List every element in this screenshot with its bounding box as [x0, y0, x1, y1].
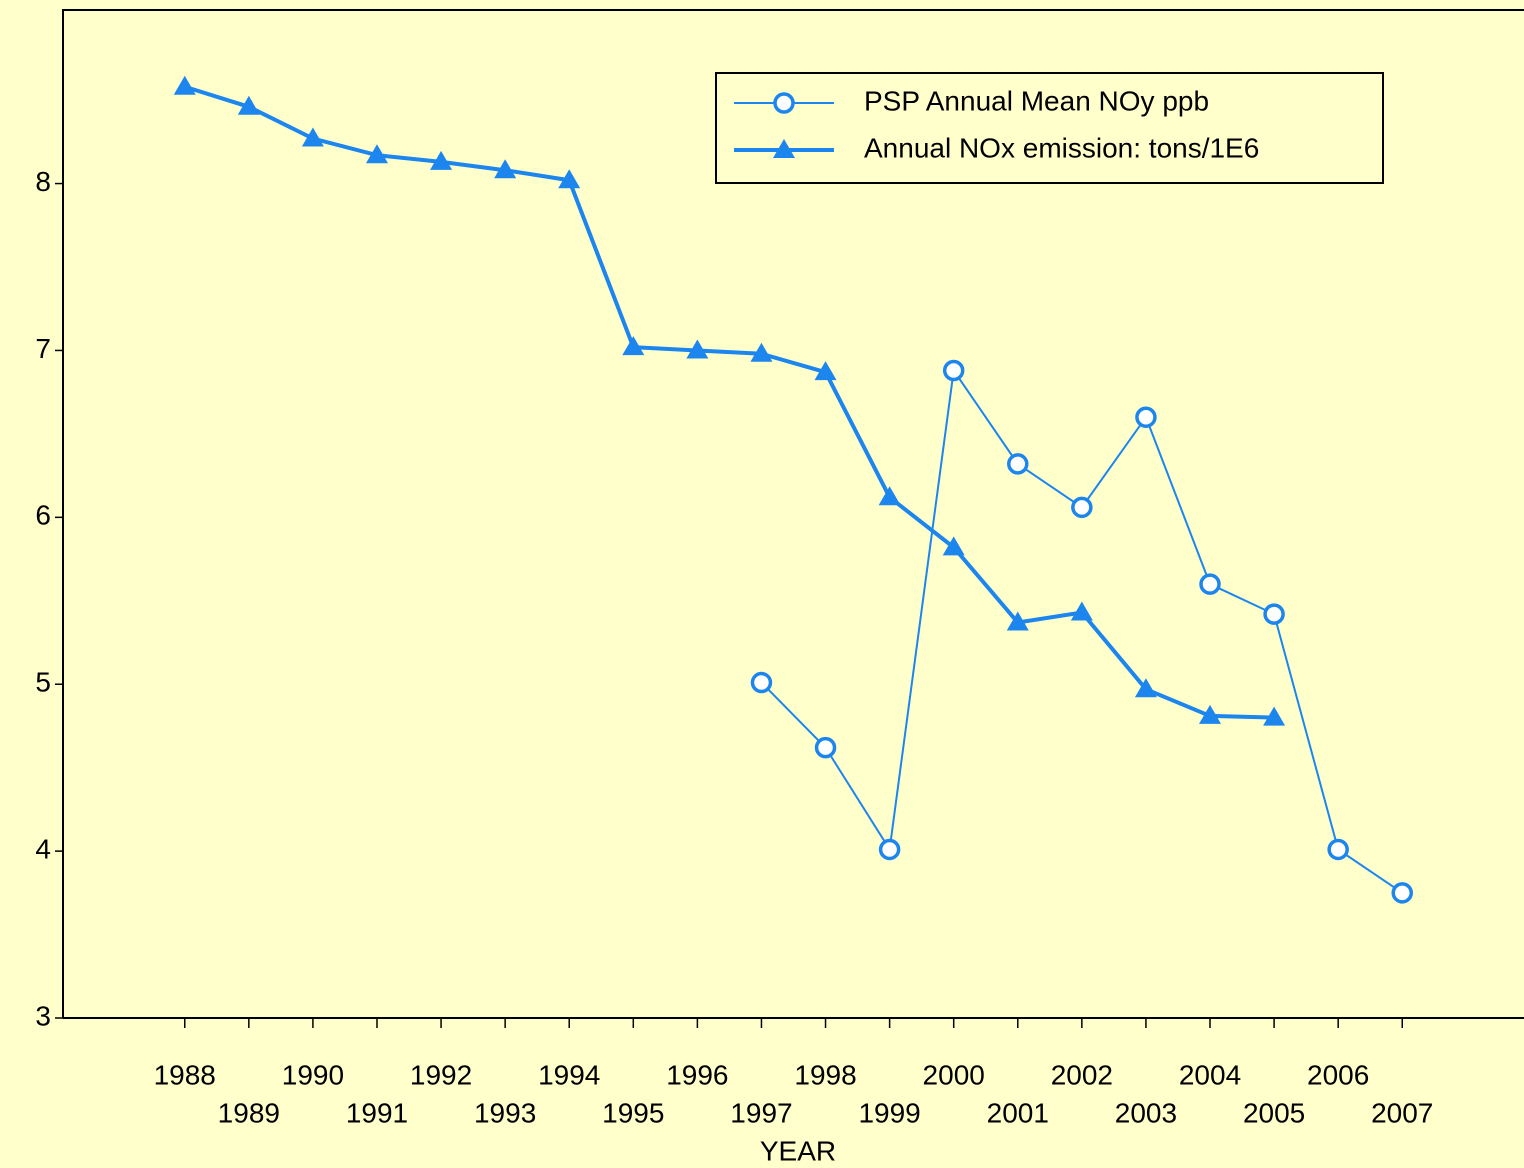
- marker: [942, 536, 965, 556]
- x-tick-label: 1990: [282, 1059, 344, 1090]
- legend-box: [715, 72, 1384, 184]
- x-axis-title: YEAR: [760, 1135, 836, 1166]
- plot-frame: [62, 9, 1524, 1018]
- x-tick-label: 1999: [858, 1097, 920, 1128]
- marker: [1070, 601, 1093, 621]
- y-tick-label: 3: [35, 1000, 51, 1031]
- marker: [1135, 406, 1157, 428]
- marker: [1071, 496, 1093, 519]
- x-tick-label: 1994: [538, 1059, 600, 1090]
- legend-marker: [773, 139, 795, 158]
- marker: [942, 359, 965, 382]
- x-tick-label: 2006: [1307, 1059, 1369, 1090]
- x-tick-label: 1998: [794, 1059, 856, 1090]
- marker: [1134, 678, 1157, 698]
- legend-label: PSP Annual Mean NOy ppb: [864, 85, 1209, 116]
- marker: [494, 159, 517, 179]
- x-tick-label: 2002: [1051, 1059, 1113, 1090]
- marker: [1263, 603, 1285, 625]
- marker: [1199, 704, 1222, 724]
- marker: [750, 671, 773, 694]
- marker: [301, 127, 324, 147]
- y-tick-label: 8: [35, 166, 51, 197]
- marker: [1327, 838, 1349, 861]
- y-tick-label: 4: [35, 834, 51, 865]
- x-tick-label: 2001: [987, 1097, 1049, 1128]
- marker: [173, 75, 196, 95]
- x-tick-label: 2005: [1243, 1097, 1305, 1128]
- x-tick-label: 1989: [218, 1097, 280, 1128]
- x-tick-label: 2007: [1371, 1097, 1433, 1128]
- marker: [558, 169, 581, 189]
- series-line: [184, 84, 1275, 720]
- marker: [1007, 453, 1029, 475]
- marker: [430, 150, 453, 170]
- marker: [814, 736, 837, 759]
- x-tick-label: 1996: [666, 1059, 728, 1090]
- y-tick-label: 6: [35, 500, 51, 531]
- x-tick-label: 1992: [410, 1059, 472, 1090]
- x-tick-label: 1988: [154, 1059, 216, 1090]
- y-tick-label: 5: [35, 667, 51, 698]
- legend-label: Annual NOx emission: tons/1E6: [864, 132, 1259, 163]
- marker: [1391, 882, 1413, 904]
- x-tick-label: 1991: [346, 1097, 408, 1128]
- marker: [237, 95, 260, 115]
- marker: [878, 486, 901, 506]
- x-tick-label: 1997: [730, 1097, 792, 1128]
- x-tick-label: 2003: [1115, 1097, 1177, 1128]
- marker: [878, 838, 901, 861]
- legend-marker: [773, 92, 795, 114]
- x-tick-label: 1995: [602, 1097, 664, 1128]
- y-tick-label: 7: [35, 333, 51, 364]
- marker: [365, 144, 388, 164]
- x-tick-label: 2004: [1179, 1059, 1241, 1090]
- marker: [1199, 573, 1221, 595]
- x-tick-label: 2000: [923, 1059, 985, 1090]
- marker: [814, 361, 837, 381]
- marker: [1263, 706, 1286, 726]
- marker: [1006, 611, 1029, 631]
- marker: [750, 342, 773, 362]
- marker: [622, 336, 645, 356]
- marker: [686, 339, 709, 359]
- x-tick-label: 1993: [474, 1097, 536, 1128]
